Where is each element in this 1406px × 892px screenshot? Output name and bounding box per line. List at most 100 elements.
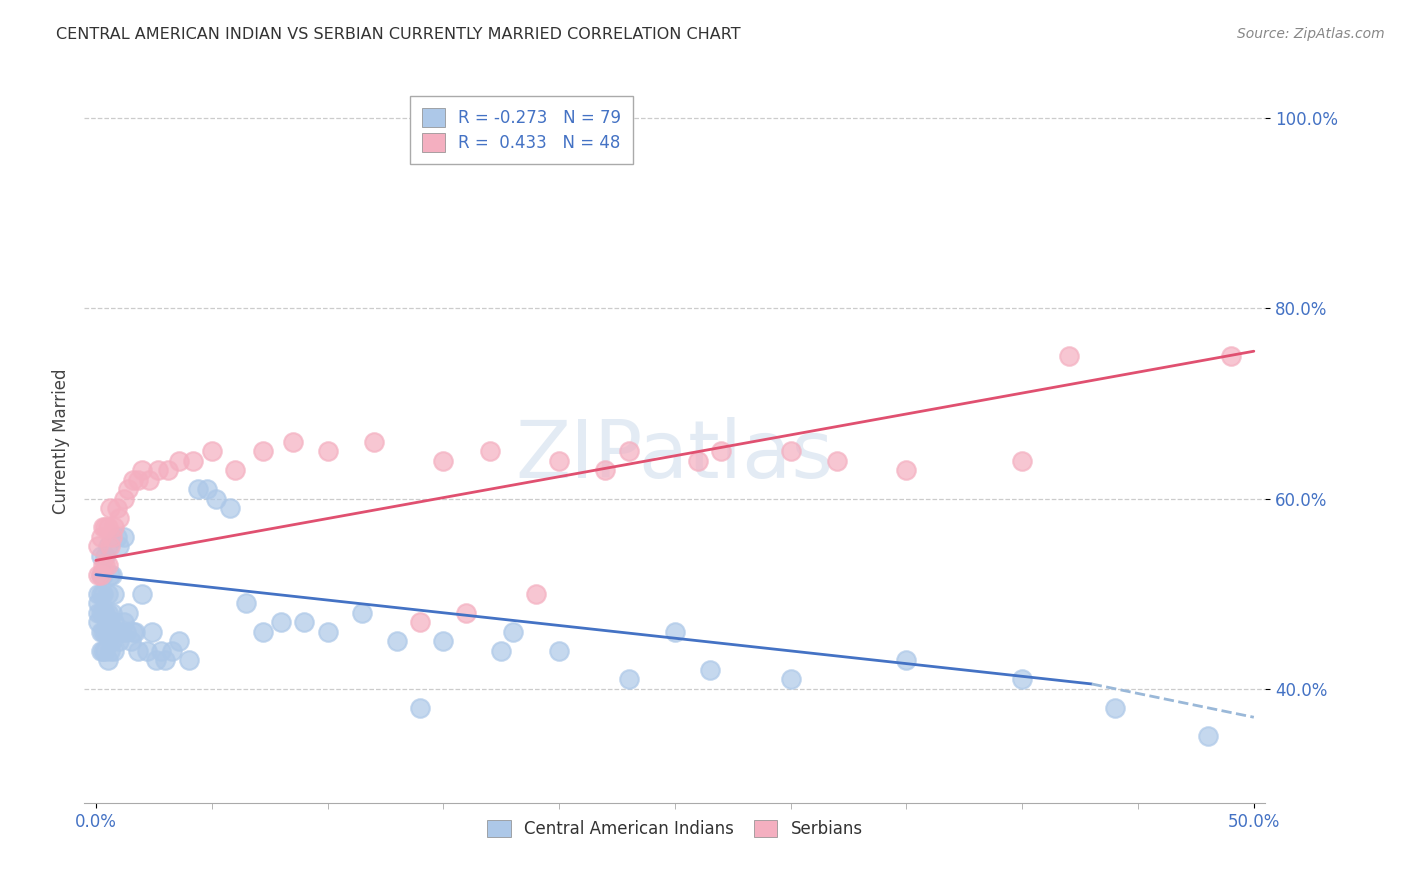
Point: [478, 444, 501, 458]
Point: [98, 615, 121, 630]
Point: [122, 473, 145, 487]
Point: [112, 491, 135, 506]
Point: [105, 624, 128, 639]
Point: [1197, 729, 1219, 743]
Point: [112, 530, 135, 544]
Point: [187, 482, 209, 496]
Point: [131, 463, 153, 477]
Point: [135, 643, 157, 657]
Point: [548, 643, 571, 657]
Point: [617, 444, 640, 458]
Point: [292, 615, 315, 630]
Point: [195, 482, 218, 496]
Point: [115, 624, 138, 639]
Point: [252, 624, 274, 639]
Point: [1104, 700, 1126, 714]
Point: [90, 549, 112, 563]
Point: [122, 624, 145, 639]
Point: [686, 453, 709, 467]
Point: [385, 634, 408, 648]
Text: CENTRAL AMERICAN INDIAN VS SERBIAN CURRENTLY MARRIED CORRELATION CHART: CENTRAL AMERICAN INDIAN VS SERBIAN CURRE…: [56, 27, 741, 42]
Point: [90, 606, 112, 620]
Point: [103, 643, 125, 657]
Point: [219, 501, 242, 516]
Text: Source: ZipAtlas.com: Source: ZipAtlas.com: [1237, 27, 1385, 41]
Point: [145, 653, 167, 667]
Point: [316, 624, 339, 639]
Point: [432, 634, 454, 648]
Point: [91, 558, 114, 573]
Point: [96, 606, 118, 620]
Point: [699, 663, 721, 677]
Point: [252, 444, 274, 458]
Point: [108, 539, 131, 553]
Point: [98, 567, 121, 582]
Point: [162, 643, 184, 657]
Point: [548, 453, 571, 467]
Point: [181, 453, 204, 467]
Point: [149, 643, 172, 657]
Point: [90, 530, 112, 544]
Point: [108, 510, 131, 524]
Point: [779, 444, 801, 458]
Point: [148, 463, 170, 477]
Point: [409, 700, 432, 714]
Point: [91, 587, 114, 601]
Point: [98, 501, 121, 516]
Point: [96, 539, 118, 553]
Point: [127, 473, 149, 487]
Point: [98, 539, 121, 553]
Point: [169, 634, 191, 648]
Point: [281, 434, 304, 449]
Point: [155, 653, 177, 667]
Point: [91, 624, 114, 639]
Point: [779, 672, 801, 686]
Point: [117, 606, 139, 620]
Point: [98, 643, 121, 657]
Point: [502, 624, 524, 639]
Point: [169, 453, 191, 467]
Point: [141, 624, 163, 639]
Point: [96, 624, 118, 639]
Point: [91, 567, 114, 582]
Point: [101, 606, 124, 620]
Point: [90, 624, 112, 639]
Point: [710, 444, 733, 458]
Point: [91, 606, 114, 620]
Point: [363, 434, 385, 449]
Point: [524, 587, 547, 601]
Point: [138, 473, 160, 487]
Point: [110, 624, 132, 639]
Point: [96, 558, 118, 573]
Point: [489, 643, 512, 657]
Point: [96, 587, 118, 601]
Point: [105, 501, 128, 516]
Point: [101, 530, 124, 544]
Point: [90, 587, 112, 601]
Point: [456, 606, 478, 620]
Point: [124, 624, 146, 639]
Point: [91, 520, 114, 534]
Point: [90, 567, 112, 582]
Point: [94, 549, 117, 563]
Point: [1011, 672, 1033, 686]
Point: [87, 596, 110, 610]
Point: [896, 653, 918, 667]
Point: [91, 643, 114, 657]
Point: [120, 634, 142, 648]
Point: [103, 587, 125, 601]
Point: [94, 558, 117, 573]
Point: [96, 653, 118, 667]
Point: [235, 596, 257, 610]
Point: [108, 634, 131, 648]
Point: [87, 539, 110, 553]
Point: [1219, 349, 1241, 363]
Point: [224, 463, 246, 477]
Point: [1057, 349, 1080, 363]
Point: [664, 624, 686, 639]
Point: [96, 520, 118, 534]
Point: [87, 587, 110, 601]
Point: [101, 634, 124, 648]
Point: [103, 615, 125, 630]
Y-axis label: Currently Married: Currently Married: [52, 368, 70, 515]
